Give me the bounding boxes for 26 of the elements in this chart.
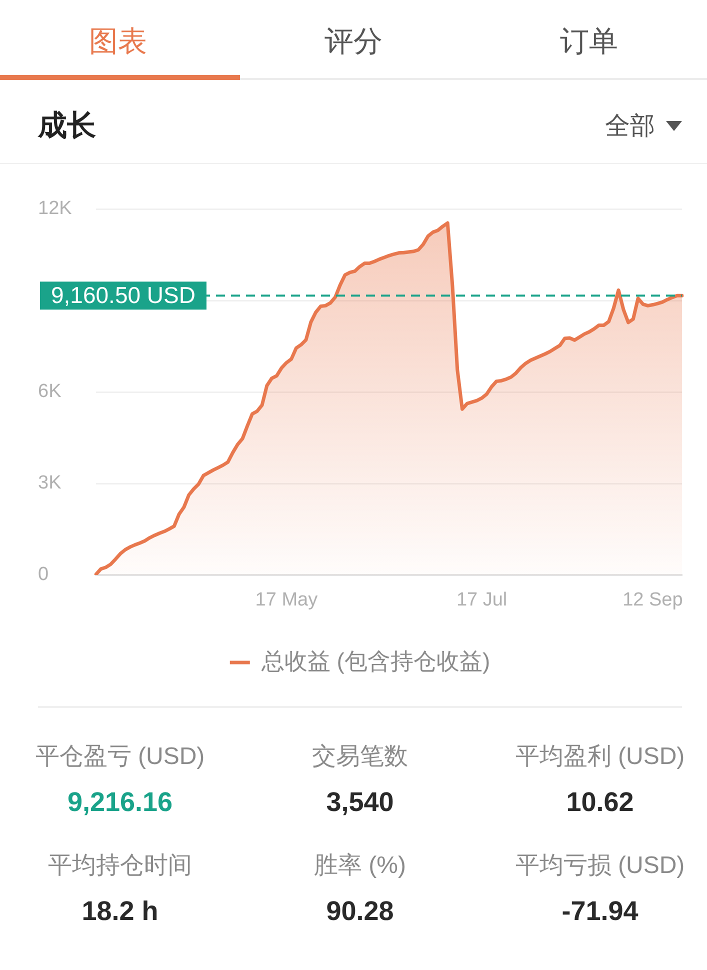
text: 平均亏损 (USD) [515,851,685,881]
legend-label: 总收益 (包含持仓收益) [260,648,490,674]
text: 平仓盈亏 (USD) [35,742,205,772]
text: 10.62 [566,786,634,818]
text: -71.94 [562,895,638,927]
text: 图表 [88,25,147,59]
y-tick-label: 12K [38,198,72,220]
ref-line-label: 9,160.50 USD [51,282,196,308]
x-tick-label: 17 Jul [456,590,508,611]
chart-title: 成长 [38,108,96,142]
text: 评分 [324,25,382,59]
text: 9,216.16 [67,786,173,818]
text: 平均盈利 (USD) [515,742,685,772]
text: 全部 [605,110,655,140]
text: 订单 [560,25,618,59]
text: 90.28 [326,895,394,927]
y-tick-label: 6K [38,381,62,402]
y-tick-label: 3K [38,472,62,494]
x-tick-label: 12 Sep [622,590,683,611]
text: 平均持仓时间 [48,851,192,881]
text: 18.2 h [82,895,158,927]
text: 交易笔数 [312,742,408,772]
text: 3,540 [326,786,394,818]
y-tick-label: 0 [38,564,49,586]
x-tick-label: 17 May [255,590,318,611]
text: 胜率 (%) [314,851,406,881]
